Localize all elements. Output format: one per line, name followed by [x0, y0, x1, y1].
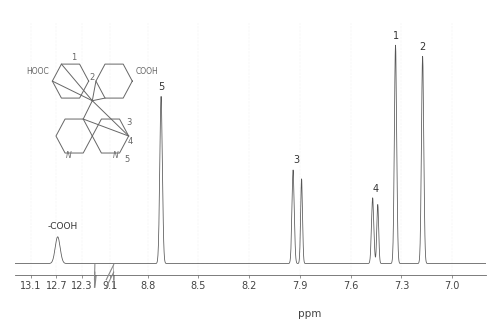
Text: ppm: ppm: [298, 309, 321, 319]
Text: -COOH: -COOH: [48, 222, 78, 231]
Text: 4: 4: [128, 137, 133, 146]
Text: 2: 2: [90, 73, 95, 82]
Text: 1: 1: [392, 31, 399, 41]
Text: 2: 2: [419, 42, 426, 52]
Text: N: N: [113, 151, 119, 160]
Text: 4: 4: [372, 184, 378, 195]
Text: 3: 3: [294, 156, 300, 165]
Text: HOOC: HOOC: [26, 67, 49, 76]
Text: 3: 3: [126, 118, 131, 127]
Text: 1: 1: [72, 53, 77, 62]
Text: 5: 5: [158, 82, 164, 92]
Text: N: N: [66, 151, 72, 160]
Text: COOH: COOH: [136, 67, 159, 76]
Text: 5: 5: [124, 155, 130, 164]
